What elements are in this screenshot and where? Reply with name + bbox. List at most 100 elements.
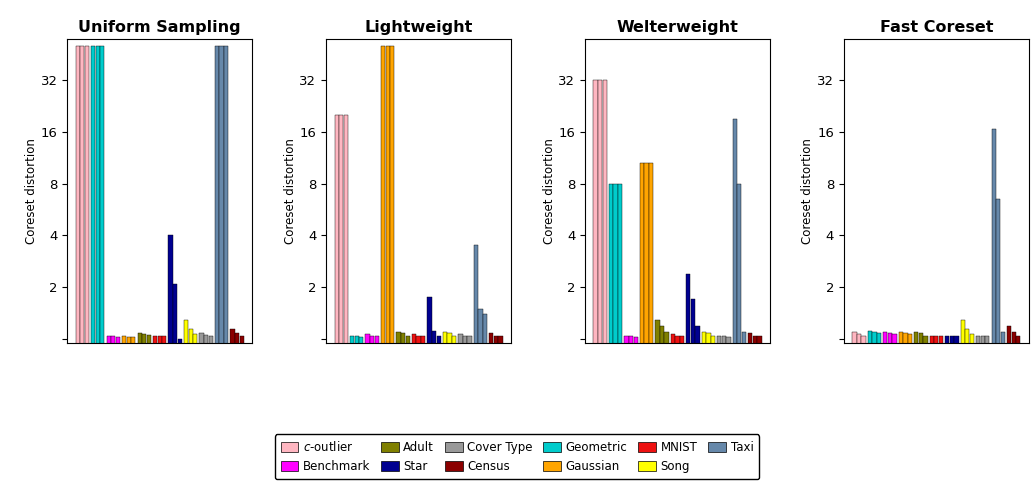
Bar bbox=[231, 329, 235, 490]
Bar bbox=[412, 334, 416, 490]
Bar bbox=[980, 336, 985, 490]
Bar bbox=[200, 333, 204, 490]
Bar bbox=[671, 334, 675, 490]
Bar bbox=[193, 334, 197, 490]
Bar bbox=[733, 119, 737, 490]
Bar bbox=[188, 329, 192, 490]
Bar bbox=[153, 336, 157, 490]
Y-axis label: Coreset distortion: Coreset distortion bbox=[801, 138, 815, 244]
Bar bbox=[432, 331, 436, 490]
Bar bbox=[483, 314, 487, 490]
Bar bbox=[753, 336, 757, 490]
Bar bbox=[976, 336, 980, 490]
Bar bbox=[737, 184, 741, 490]
Bar bbox=[335, 115, 339, 490]
Bar bbox=[970, 334, 974, 490]
Bar bbox=[985, 336, 990, 490]
Bar bbox=[122, 336, 126, 490]
Bar bbox=[757, 336, 761, 490]
Bar bbox=[965, 329, 970, 490]
Bar bbox=[919, 333, 923, 490]
Bar bbox=[1007, 325, 1011, 490]
Bar bbox=[417, 336, 421, 490]
Bar bbox=[126, 337, 131, 490]
Y-axis label: Coreset distortion: Coreset distortion bbox=[283, 138, 297, 244]
Bar bbox=[892, 334, 896, 490]
Bar bbox=[696, 325, 700, 490]
Bar bbox=[75, 47, 80, 490]
Bar bbox=[138, 333, 142, 490]
Bar bbox=[219, 47, 223, 490]
Bar bbox=[939, 336, 943, 490]
Title: Welterweight: Welterweight bbox=[616, 20, 738, 35]
Bar bbox=[215, 47, 219, 490]
Bar bbox=[85, 47, 89, 490]
Bar bbox=[1011, 332, 1015, 490]
Bar bbox=[954, 336, 959, 490]
Bar bbox=[427, 297, 431, 490]
Bar bbox=[868, 331, 872, 490]
Bar bbox=[209, 336, 213, 490]
Bar bbox=[625, 336, 629, 490]
Bar bbox=[923, 336, 927, 490]
Bar bbox=[706, 333, 710, 490]
Bar bbox=[184, 319, 188, 490]
Bar bbox=[390, 47, 394, 490]
Bar bbox=[613, 184, 617, 490]
Bar bbox=[718, 336, 722, 490]
Bar bbox=[680, 336, 685, 490]
Bar bbox=[131, 337, 135, 490]
Bar bbox=[935, 336, 939, 490]
Bar bbox=[660, 325, 664, 490]
Bar bbox=[448, 333, 452, 490]
Bar bbox=[594, 80, 598, 490]
Title: Uniform Sampling: Uniform Sampling bbox=[79, 20, 241, 35]
Bar bbox=[861, 336, 865, 490]
Bar bbox=[339, 115, 343, 490]
Bar bbox=[452, 336, 456, 490]
Bar bbox=[640, 163, 644, 490]
Legend: $c$-outlier, Benchmark, Adult, Star, Cover Type, Census, Geometric, Gaussian, MN: $c$-outlier, Benchmark, Adult, Star, Cov… bbox=[275, 435, 759, 479]
Bar bbox=[479, 309, 483, 490]
Bar bbox=[396, 332, 400, 490]
Bar bbox=[691, 299, 695, 490]
Bar bbox=[96, 47, 100, 490]
Bar bbox=[235, 333, 239, 490]
Bar bbox=[349, 336, 355, 490]
Bar bbox=[741, 332, 747, 490]
Bar bbox=[644, 163, 648, 490]
Bar bbox=[386, 47, 390, 490]
Bar bbox=[494, 336, 498, 490]
Bar bbox=[107, 336, 111, 490]
Bar bbox=[343, 115, 347, 490]
Bar bbox=[224, 47, 229, 490]
Y-axis label: Coreset distortion: Coreset distortion bbox=[25, 138, 37, 244]
Bar bbox=[603, 80, 607, 490]
Bar bbox=[656, 319, 660, 490]
Bar bbox=[91, 47, 95, 490]
Bar bbox=[474, 245, 478, 490]
Bar bbox=[1016, 336, 1021, 490]
Bar bbox=[702, 332, 706, 490]
Bar bbox=[111, 336, 116, 490]
Bar bbox=[675, 336, 679, 490]
Bar bbox=[374, 336, 378, 490]
Bar bbox=[722, 336, 726, 490]
Bar bbox=[401, 333, 405, 490]
Bar bbox=[945, 336, 949, 490]
Bar bbox=[914, 332, 918, 490]
Bar bbox=[930, 336, 934, 490]
Bar bbox=[436, 336, 440, 490]
Bar bbox=[421, 336, 425, 490]
Bar bbox=[498, 336, 503, 490]
Bar bbox=[687, 273, 691, 490]
Bar bbox=[489, 333, 493, 490]
Bar bbox=[609, 184, 613, 490]
Bar bbox=[877, 333, 881, 490]
Bar bbox=[467, 336, 472, 490]
Bar bbox=[1001, 332, 1005, 490]
Bar bbox=[463, 336, 467, 490]
Bar bbox=[169, 235, 173, 490]
Bar bbox=[888, 333, 892, 490]
Title: Lightweight: Lightweight bbox=[364, 20, 473, 35]
